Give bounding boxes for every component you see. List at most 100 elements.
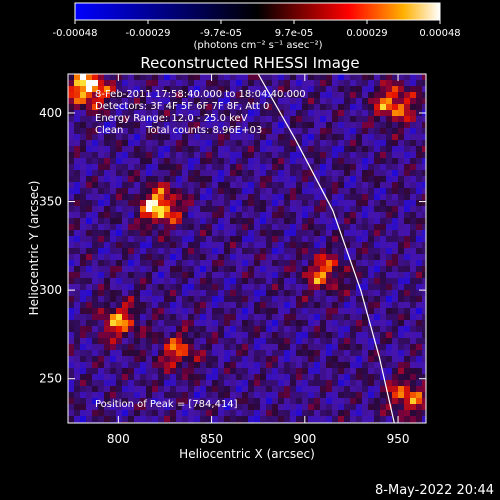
heatmap-cell	[182, 338, 188, 344]
heatmap-cell	[344, 218, 350, 224]
heatmap-cell	[128, 146, 134, 152]
heatmap-cell	[146, 416, 152, 422]
heatmap-cell	[356, 392, 362, 398]
heatmap-cell	[122, 290, 128, 296]
heatmap-cell	[338, 164, 344, 170]
heatmap-cell	[74, 80, 80, 86]
heatmap-cell	[74, 128, 80, 134]
heatmap-cell	[236, 410, 242, 416]
heatmap-cell	[68, 392, 74, 398]
heatmap-cell	[212, 404, 218, 410]
heatmap-cell	[422, 164, 426, 170]
heatmap-cell	[248, 410, 254, 416]
heatmap-cell	[410, 344, 416, 350]
heatmap-cell	[98, 92, 104, 98]
heatmap-cell	[110, 194, 116, 200]
heatmap-cell	[104, 224, 110, 230]
heatmap-cell	[332, 308, 338, 314]
heatmap-cell	[98, 272, 104, 278]
heatmap-cell	[416, 296, 422, 302]
heatmap-cell	[296, 200, 302, 206]
heatmap-cell	[92, 116, 98, 122]
heatmap-cell	[116, 140, 122, 146]
y-axis-label: Heliocentric Y (arcsec)	[27, 181, 41, 316]
heatmap-cell	[410, 200, 416, 206]
heatmap-cell	[332, 404, 338, 410]
heatmap-cell	[158, 392, 164, 398]
heatmap-cell	[110, 416, 116, 422]
heatmap-cell	[356, 194, 362, 200]
heatmap-cell	[356, 314, 362, 320]
heatmap-cell	[248, 278, 254, 284]
heatmap-cell	[200, 278, 206, 284]
heatmap-cell	[230, 110, 236, 116]
heatmap-cell	[158, 98, 164, 104]
heatmap-cell	[230, 392, 236, 398]
heatmap-cell	[116, 404, 122, 410]
heatmap-cell	[416, 122, 422, 128]
heatmap-cell	[86, 218, 92, 224]
heatmap-cell	[422, 92, 426, 98]
heatmap-cell	[362, 146, 368, 152]
heatmap-cell	[110, 98, 116, 104]
heatmap-cell	[194, 266, 200, 272]
heatmap-cell	[356, 386, 362, 392]
heatmap-cell	[104, 290, 110, 296]
heatmap-cell	[86, 272, 92, 278]
heatmap-cell	[278, 326, 284, 332]
heatmap-cell	[122, 236, 128, 242]
heatmap-cell	[104, 314, 110, 320]
heatmap-cell	[110, 212, 116, 218]
heatmap-cell	[410, 248, 416, 254]
heatmap-cell	[296, 260, 302, 266]
heatmap-cell	[134, 296, 140, 302]
heatmap-cell	[410, 224, 416, 230]
heatmap-cell	[152, 290, 158, 296]
heatmap-cell	[194, 392, 200, 398]
heatmap-cell	[398, 416, 404, 422]
heatmap-cell	[212, 314, 218, 320]
heatmap-cell	[182, 134, 188, 140]
heatmap-cell	[320, 314, 326, 320]
heatmap-cell	[326, 182, 332, 188]
heatmap-cell	[116, 86, 122, 92]
heatmap-cell	[176, 314, 182, 320]
heatmap-cell	[170, 374, 176, 380]
heatmap-cell	[308, 206, 314, 212]
heatmap-cell	[224, 380, 230, 386]
heatmap-cell	[290, 314, 296, 320]
heatmap-cell	[308, 128, 314, 134]
heatmap-cell	[278, 410, 284, 416]
heatmap-cell	[320, 416, 326, 422]
heatmap-cell	[356, 92, 362, 98]
heatmap-cell	[332, 386, 338, 392]
heatmap-cell	[176, 140, 182, 146]
heatmap-cell	[290, 266, 296, 272]
heatmap-cell	[230, 338, 236, 344]
heatmap-cell	[68, 200, 74, 206]
heatmap-cell	[350, 212, 356, 218]
heatmap-cell	[176, 284, 182, 290]
heatmap-cell	[230, 122, 236, 128]
heatmap-cell	[218, 380, 224, 386]
heatmap-cell	[200, 314, 206, 320]
heatmap-cell	[194, 122, 200, 128]
heatmap-cell	[338, 404, 344, 410]
heatmap-cell	[146, 128, 152, 134]
heatmap-cell	[356, 98, 362, 104]
heatmap-cell	[380, 296, 386, 302]
heatmap-cell	[152, 98, 158, 104]
heatmap-cell	[296, 134, 302, 140]
heatmap-cell	[290, 368, 296, 374]
heatmap-cell	[272, 356, 278, 362]
heatmap-cell	[104, 146, 110, 152]
heatmap-cell	[188, 230, 194, 236]
heatmap-cell	[206, 74, 212, 80]
heatmap-cell	[242, 344, 248, 350]
heatmap-cell	[338, 320, 344, 326]
heatmap-cell	[356, 326, 362, 332]
heatmap-cell	[272, 362, 278, 368]
heatmap-cell	[170, 386, 176, 392]
heatmap-cell	[98, 140, 104, 146]
heatmap-cell	[302, 380, 308, 386]
